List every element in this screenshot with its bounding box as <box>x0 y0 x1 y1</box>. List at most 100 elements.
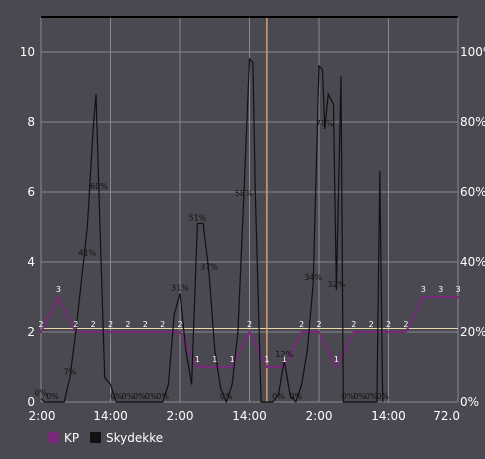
kp-data-label: 2 <box>351 320 356 329</box>
skydekke-data-label: 37% <box>200 263 218 272</box>
skydekke-data-label: 0% <box>272 392 285 401</box>
legend-label-skydekke: Skydekke <box>106 431 163 445</box>
skydekke-data-label: 7% <box>64 368 77 377</box>
skydekke-data-label: 34% <box>304 273 322 282</box>
kp-data-label: 2 <box>299 320 304 329</box>
kp-data-label: 2 <box>38 320 43 329</box>
skydekke-data-label: 51% <box>188 214 206 223</box>
kp-point <box>265 366 268 368</box>
kp-point <box>92 331 95 333</box>
kp-point <box>248 331 251 333</box>
kp-point <box>213 366 216 368</box>
kp-data-label: 3 <box>421 285 426 294</box>
skydekke-data-label: 0% <box>365 392 378 401</box>
kp-point <box>352 331 355 333</box>
y2-tick-label: 60% <box>460 185 485 199</box>
skydekke-data-label: 0% <box>122 392 135 401</box>
kp-data-label: 2 <box>160 320 165 329</box>
kp-point <box>109 331 112 333</box>
kp-data-label: 2 <box>73 320 78 329</box>
y-tick-label: 8 <box>27 115 35 129</box>
y2-tick-label: 20% <box>460 325 485 339</box>
kp-point <box>126 331 129 333</box>
data-labels: 232 2 2 2 2 2 21 1 121 12 212 2 2 23 3 30%0%7%41%60%0%0… <box>35 119 461 401</box>
skydekke-data-label: 0% <box>145 392 158 401</box>
x-tick-label: 2:00 <box>29 409 56 423</box>
y-tick-label: 6 <box>27 185 35 199</box>
x-tick-label: 14:00 <box>93 409 128 423</box>
legend[interactable]: KP Skydekke <box>48 431 163 445</box>
skydekke-data-label: 0% <box>353 392 366 401</box>
skydekke-data-label: 0% <box>110 392 123 401</box>
y2-tick-label: 80% <box>460 115 485 129</box>
kp-point <box>144 331 147 333</box>
kp-point <box>387 331 390 333</box>
legend-swatch-kp <box>48 432 59 443</box>
kp-data-label: 2 <box>247 320 252 329</box>
x-tick-label: 2:00 <box>306 409 333 423</box>
kp-data-label: 2 <box>316 320 321 329</box>
x-tick-label: 14:00 <box>232 409 267 423</box>
skydekke-data-label: 32% <box>327 280 345 289</box>
kp-point <box>422 296 425 298</box>
kp-data-label: 2 <box>91 320 96 329</box>
kp-data-label: 1 <box>195 355 200 364</box>
kp-point <box>196 366 199 368</box>
x-tick-label: 2:00 <box>167 409 194 423</box>
reference-lines <box>41 17 458 402</box>
kp-data-label: 2 <box>108 320 113 329</box>
kp-data-label: 2 <box>143 320 148 329</box>
kp-data-label: 2 <box>386 320 391 329</box>
kp-data-label: 2 <box>369 320 374 329</box>
y-tick-label: 4 <box>27 255 35 269</box>
kp-point <box>231 366 234 368</box>
kp-point <box>161 331 164 333</box>
x-tick-label: 72.0 <box>433 409 460 423</box>
skydekke-data-label: 0% <box>342 392 355 401</box>
kp-data-label: 3 <box>56 285 61 294</box>
skydekke-data-label: 31% <box>171 284 189 293</box>
kp-point <box>300 331 303 333</box>
kp-point <box>404 331 407 333</box>
kp-point <box>439 296 442 298</box>
y2-tick-label: 40% <box>460 255 485 269</box>
x-tick-label: 14:00 <box>371 409 406 423</box>
kp-data-label: 3 <box>438 285 443 294</box>
skydekke-data-label: 0% <box>133 392 146 401</box>
skydekke-data-label: 0% <box>35 389 48 398</box>
y2-tick-label: 0% <box>460 395 479 409</box>
skydekke-series-line <box>40 57 384 404</box>
skydekke-data-label: 0% <box>289 392 302 401</box>
series <box>40 57 459 404</box>
kp-data-label: 2 <box>177 320 182 329</box>
legend-swatch-skydekke <box>90 432 101 443</box>
y-tick-label: 10 <box>20 45 35 59</box>
skydekke-data-label: 78% <box>316 119 334 128</box>
skydekke-data-label: 58% <box>235 189 253 198</box>
kp-data-label: 2 <box>125 320 130 329</box>
kp-point <box>457 296 459 298</box>
kp-data-label: 3 <box>455 285 460 294</box>
kp-point <box>40 331 42 333</box>
skydekke-data-label: 60% <box>90 182 108 191</box>
y-tick-label: 0 <box>27 395 35 409</box>
kp-point <box>370 331 373 333</box>
kp-data-label: 1 <box>212 355 217 364</box>
kp-point <box>318 331 320 333</box>
y-tick-label: 2 <box>27 325 35 339</box>
kp-data-label: 1 <box>334 355 339 364</box>
kp-data-label: 1 <box>230 355 235 364</box>
legend-label-kp: KP <box>64 431 79 445</box>
skydekke-data-label: 0% <box>220 392 233 401</box>
skydekke-data-label: 0% <box>156 392 169 401</box>
y2-tick-label: 100% <box>460 45 485 59</box>
skydekke-data-label: 0% <box>376 392 389 401</box>
skydekke-data-label: 12% <box>275 350 293 359</box>
kp-point <box>57 296 60 298</box>
kp-point <box>335 366 338 368</box>
kp-data-label: 1 <box>282 355 287 364</box>
kp-point <box>179 331 181 333</box>
kp-data-label: 2 <box>403 320 408 329</box>
